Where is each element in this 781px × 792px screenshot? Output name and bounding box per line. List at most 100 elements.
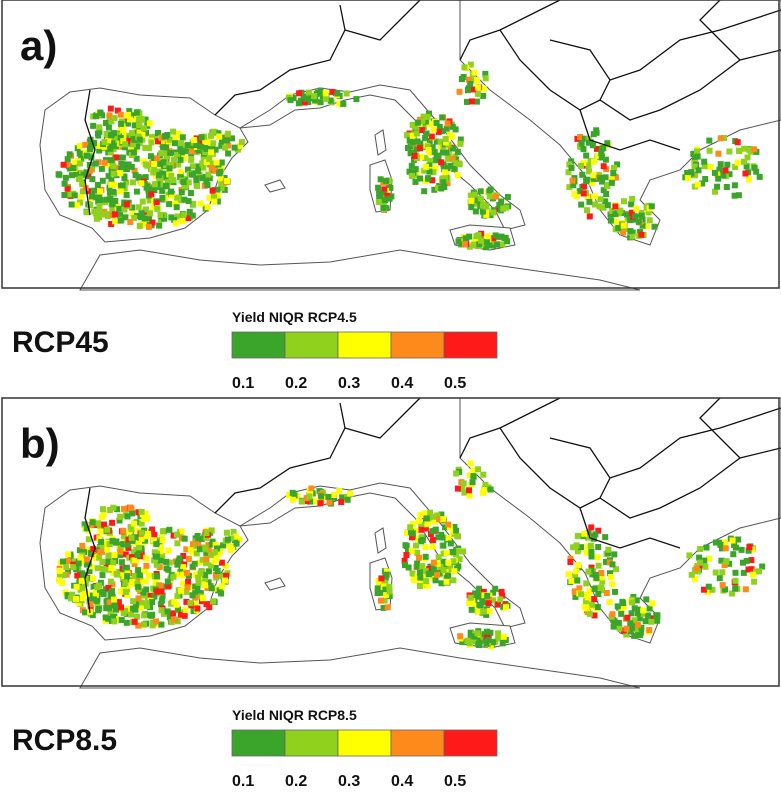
yield-cell [597,196,603,202]
yield-cell [617,625,623,631]
yield-cell [160,537,166,543]
yield-cell [60,559,66,565]
legend-tick-label: 0.3 [338,375,360,392]
yield-cell [567,559,573,565]
yield-cell [423,554,429,560]
yield-cell [77,151,83,157]
yield-cell [504,238,510,244]
yield-cell [633,206,639,212]
yield-cell [697,546,703,552]
legend-swatch [444,730,497,756]
yield-cell [340,101,346,107]
yield-cell [485,233,491,239]
yield-cell [739,547,745,553]
legend-tick-label: 0.2 [285,375,307,392]
yield-cell [188,157,194,163]
yield-cell [318,493,324,499]
yield-cell [579,172,585,178]
yield-cell [726,149,732,155]
yield-cell [704,545,710,551]
yield-cell [194,606,200,612]
yield-cell [347,491,353,497]
yield-cell [475,630,481,636]
yield-cell [120,182,126,188]
yield-cell [109,520,115,526]
yield-cell [234,541,240,547]
yield-cell [203,530,209,536]
yield-cell [483,641,489,647]
yield-cell [486,600,492,606]
yield-cell [438,532,444,538]
yield-cell [186,556,192,562]
yield-cell [500,640,506,646]
yield-cell [137,572,143,578]
yield-cell [741,159,747,165]
yield-cell [579,141,585,147]
yield-cell [607,599,613,605]
yield-cell [165,608,171,614]
yield-cell [147,120,153,126]
yield-cell [90,575,96,581]
yield-cell [611,551,617,557]
yield-cell [746,177,752,183]
yield-cell [145,531,151,537]
yield-cell [466,234,472,240]
yield-cell [62,181,68,187]
yield-cell [718,135,724,141]
yield-cell [171,599,177,605]
yield-cell [325,494,331,500]
yield-cell [424,521,430,527]
yield-cell [647,217,653,223]
yield-cell [570,178,576,184]
yield-cell [203,556,209,562]
yield-cell [378,598,384,604]
yield-cell [211,199,217,205]
yield-cell [406,565,412,571]
legend-tick-label: 0.1 [232,773,254,790]
yield-cell [695,182,701,188]
yield-cell [475,466,481,472]
yield-cell [431,560,437,566]
yield-cell [158,558,164,564]
yield-cell [77,176,83,182]
yield-cell [189,172,195,178]
yield-cell [635,622,641,628]
yield-cell [421,188,427,194]
yield-cell [210,140,216,146]
yield-cell [429,134,435,140]
yield-cell [84,556,90,562]
yield-cell [130,598,136,604]
yield-cell [624,615,630,621]
yield-cell [608,574,614,580]
yield-cell [224,178,230,184]
yield-cell [163,559,169,565]
yield-cell [136,545,142,551]
yield-cell [455,149,461,155]
yield-cell [190,213,196,219]
yield-cell [146,224,152,230]
yield-cell [90,519,96,525]
yield-cell [97,197,103,203]
yield-cell [685,175,691,181]
yield-cell [638,232,644,238]
yield-cell [327,500,333,506]
yield-cell [587,213,593,219]
yield-cell [205,182,211,188]
yield-cell [457,633,463,639]
yield-cell [444,550,450,556]
yield-cell [424,131,430,137]
yield-cell [172,140,178,146]
yield-cell [76,561,82,567]
yield-cell [601,163,607,169]
yield-cell [194,183,200,189]
yield-cell [624,626,630,632]
yield-cell [214,555,220,561]
yield-cell [380,205,386,211]
yield-cell [160,144,166,150]
panel-label: a) [20,22,57,69]
yield-cell [603,191,609,197]
yield-cell [433,577,439,583]
yield-cell [93,211,99,217]
scenario-label: RCP8.5 [12,724,117,757]
yield-cell [167,150,173,156]
